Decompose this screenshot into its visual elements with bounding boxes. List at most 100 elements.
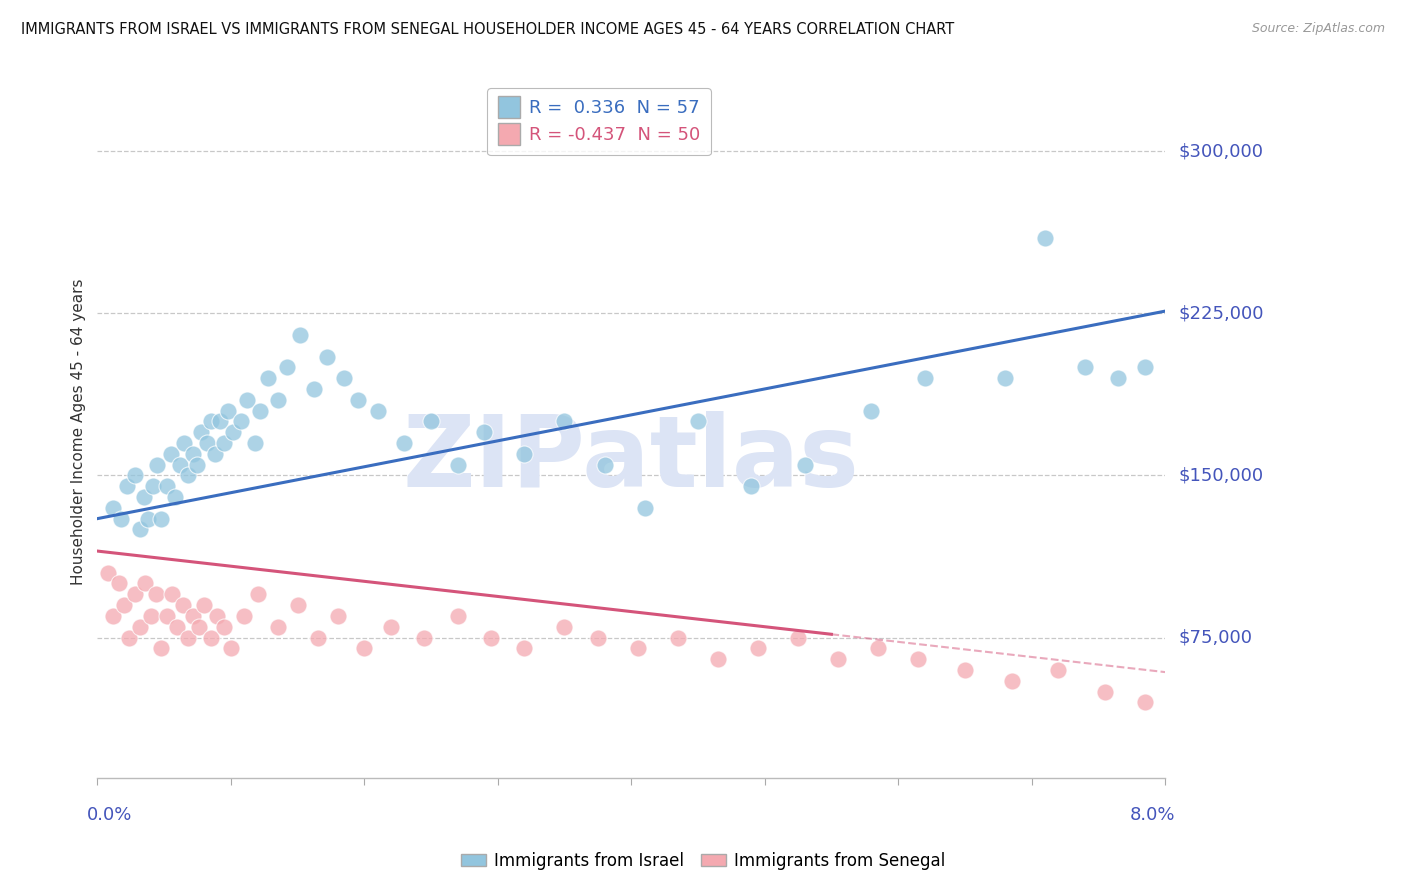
Point: [110, 511, 132, 525]
Point: [217, 403, 239, 417]
Point: [139, 608, 162, 623]
Point: [447, 608, 470, 623]
Point: [868, 641, 890, 656]
Point: [190, 425, 212, 440]
Point: [474, 425, 496, 440]
Point: [159, 447, 181, 461]
Point: [200, 631, 222, 645]
Point: [666, 631, 689, 645]
Point: [233, 608, 256, 623]
Point: [302, 382, 325, 396]
Y-axis label: Householder Income Ages 45 - 64 years: Householder Income Ages 45 - 64 years: [72, 279, 86, 585]
Point: [1047, 663, 1070, 677]
Point: [316, 350, 339, 364]
Point: [160, 587, 183, 601]
Legend: Immigrants from Israel, Immigrants from Senegal: Immigrants from Israel, Immigrants from …: [454, 846, 952, 877]
Point: [207, 608, 229, 623]
Point: [353, 641, 375, 656]
Point: [187, 620, 209, 634]
Point: [479, 631, 502, 645]
Point: [219, 641, 242, 656]
Point: [787, 631, 810, 645]
Point: [627, 641, 650, 656]
Point: [212, 620, 235, 634]
Point: [166, 620, 188, 634]
Text: 8.0%: 8.0%: [1130, 805, 1175, 823]
Point: [586, 631, 609, 645]
Point: [103, 500, 125, 515]
Point: [200, 414, 222, 428]
Point: [740, 479, 762, 493]
Point: [177, 468, 200, 483]
Point: [1133, 695, 1156, 709]
Point: [97, 566, 120, 580]
Point: [169, 458, 191, 472]
Point: [380, 620, 402, 634]
Point: [553, 620, 575, 634]
Point: [118, 631, 141, 645]
Point: [150, 511, 173, 525]
Point: [1133, 360, 1156, 375]
Point: [145, 587, 167, 601]
Point: [193, 598, 215, 612]
Point: [212, 436, 235, 450]
Point: [307, 631, 329, 645]
Point: [633, 500, 655, 515]
Point: [394, 436, 416, 450]
Point: [1094, 684, 1116, 698]
Point: [129, 523, 152, 537]
Point: [249, 403, 271, 417]
Point: [222, 425, 245, 440]
Point: [156, 479, 179, 493]
Point: [266, 620, 288, 634]
Point: [914, 371, 936, 385]
Point: [124, 587, 146, 601]
Point: [115, 479, 138, 493]
Point: [107, 576, 129, 591]
Text: $75,000: $75,000: [1180, 629, 1253, 647]
Text: 0.0%: 0.0%: [87, 805, 132, 823]
Point: [747, 641, 769, 656]
Point: [346, 392, 368, 407]
Point: [134, 576, 156, 591]
Point: [1107, 371, 1129, 385]
Point: [177, 631, 200, 645]
Point: [860, 403, 883, 417]
Point: [146, 458, 169, 472]
Point: [953, 663, 976, 677]
Point: [333, 371, 356, 385]
Point: [183, 608, 205, 623]
Point: [204, 447, 226, 461]
Point: [367, 403, 389, 417]
Point: [257, 371, 280, 385]
Point: [593, 458, 616, 472]
Point: [686, 414, 709, 428]
Point: [195, 436, 218, 450]
Point: [209, 414, 232, 428]
Text: $150,000: $150,000: [1180, 467, 1264, 484]
Point: [103, 608, 125, 623]
Legend: R =  0.336  N = 57, R = -0.437  N = 50: R = 0.336 N = 57, R = -0.437 N = 50: [488, 88, 711, 155]
Point: [231, 414, 253, 428]
Point: [124, 468, 146, 483]
Point: [290, 327, 312, 342]
Point: [132, 490, 155, 504]
Point: [236, 392, 259, 407]
Point: [1000, 673, 1022, 688]
Point: [156, 608, 179, 623]
Point: [186, 458, 208, 472]
Point: [112, 598, 135, 612]
Point: [129, 620, 152, 634]
Point: [136, 511, 159, 525]
Point: [553, 414, 575, 428]
Point: [243, 436, 266, 450]
Point: [1074, 360, 1097, 375]
Point: [287, 598, 309, 612]
Point: [447, 458, 470, 472]
Point: [707, 652, 730, 666]
Point: [163, 490, 186, 504]
Point: [142, 479, 165, 493]
Point: [827, 652, 849, 666]
Point: [276, 360, 298, 375]
Point: [907, 652, 929, 666]
